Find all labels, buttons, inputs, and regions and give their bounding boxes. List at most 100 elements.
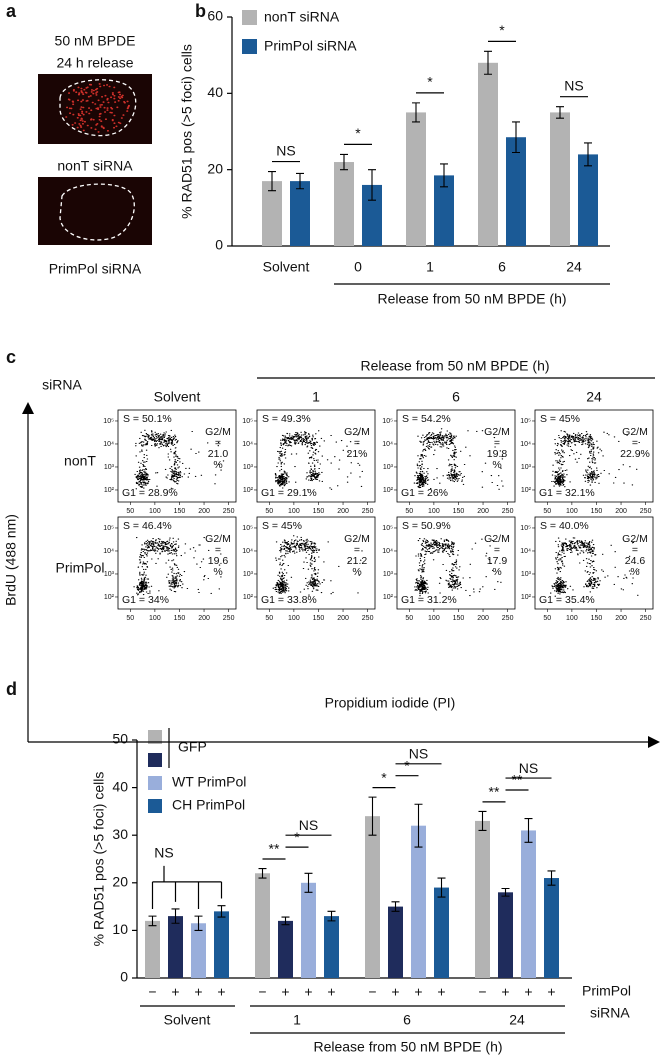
event-cloud [134,429,225,490]
plot-frame [534,516,654,610]
percent-s: S = 40.0% [540,520,589,532]
bar [550,112,570,247]
legend-label: GFP [178,739,207,755]
percent-g2m: 21.2 [347,555,368,567]
sig-label: * [381,769,387,785]
legend-label: PrimPol siRNA [264,38,357,54]
bar [214,911,229,978]
x-tick-label: 0 [354,259,362,275]
event-cloud [551,430,640,488]
percent-g2m: = [354,437,360,449]
error-bar [148,915,157,927]
panel-label: d [6,679,17,699]
siRNA-sign: + [414,984,422,1000]
sig-label: * [294,829,300,845]
y-tick-label: 10⁴ [382,441,393,448]
error-bar [512,121,520,154]
x-tick-label: 100 [566,615,578,622]
y-tick-label: 10³ [243,571,254,578]
x-tick-label: 100 [288,508,300,515]
bar [262,181,282,246]
row-label: PrimPol [55,560,104,576]
y-tick-label: 10⁴ [242,441,253,448]
y-tick-label: 10³ [383,464,394,471]
percent-g1: G1 = 29.1% [261,487,317,499]
sig-label: * [355,125,361,141]
y-tick-label: 10² [521,594,532,601]
x-tick-label: 150 [453,615,465,622]
percent-s: S = 50.1% [123,413,172,425]
x-tick-label: 250 [640,508,652,515]
x-tick-label: 1 [293,1012,301,1028]
y-tick-label: 10² [104,487,115,494]
percent-g1: G1 = 32.1% [539,487,595,499]
bar [434,175,454,246]
x-axis-label: Release from 50 nM BPDE (h) [313,1039,502,1055]
percent-s: S = 45% [262,520,302,532]
y-tick-label: 10³ [521,464,532,471]
bar [411,825,426,978]
percent-g1: G1 = 31.2% [401,594,457,606]
x-tick-label: 250 [640,615,652,622]
y-tick-label: 10³ [243,464,254,471]
siRNA-sign: − [368,984,376,1000]
y-tick-label: 10⁵ [103,418,114,425]
siRNA-sign: + [547,984,555,1000]
percent-g2m: G2/M [484,533,510,545]
legend-swatch [148,753,162,767]
error-bar [440,163,448,188]
x-tick-label: 100 [149,508,161,515]
percent-s: S = 49.3% [262,413,311,425]
error-bar [296,172,304,190]
siRNA-sign: + [501,984,509,1000]
x-tick-label: 150 [313,508,325,515]
y-axis-label: % RAD51 pos (>5 foci) cells [91,772,107,947]
error-bar [340,153,348,171]
x-tick-label: 50 [405,615,413,622]
sig-label: * [427,74,433,90]
bar [290,181,310,246]
bar [521,830,536,978]
percent-g2m: = [494,544,500,556]
percent-g2m: G2/M [205,533,231,545]
percent-g2m: = [632,544,638,556]
bar [475,820,490,978]
y-tick-label: 10² [104,594,115,601]
x-tick-label: 100 [288,615,300,622]
x-tick-label: 150 [591,508,603,515]
bar [434,887,449,978]
y-tick-label: 10⁴ [520,548,531,555]
error-bar [217,905,226,918]
x-tick-label: 150 [174,508,186,515]
percent-g2m: = [215,437,221,449]
y-tick-label: 10³ [521,571,532,578]
bar [365,816,380,978]
bar [498,892,513,978]
y-tick-label: 0 [120,969,128,985]
bar [145,920,160,978]
bar [362,184,382,246]
percent-g2m: % [213,566,222,578]
column-title: Release from 50 nM BPDE (h) [360,358,549,374]
percent-g2m: G2/M [344,426,370,438]
bar [168,916,183,978]
percent-g2m: G2/M [205,426,231,438]
sig-label: NS [276,142,295,158]
error-bar [437,877,446,898]
bar [506,137,526,246]
percent-g2m: G2/M [622,426,648,438]
percent-g1: G1 = 33.8% [261,594,317,606]
y-tick-label: 10³ [383,571,394,578]
x-tick-label: Solvent [263,259,310,275]
arrowhead [648,736,660,748]
x-tick-label: 150 [453,508,465,515]
image-label: nonT siRNA [57,158,133,174]
x-tick-label: 100 [566,508,578,515]
error-bar [484,50,492,75]
x-tick-label: 200 [477,508,489,515]
x-tick-label: 250 [223,615,235,622]
y-tick-label: 10⁴ [382,548,393,555]
x-tick-label: 200 [337,615,349,622]
bar [334,162,354,246]
